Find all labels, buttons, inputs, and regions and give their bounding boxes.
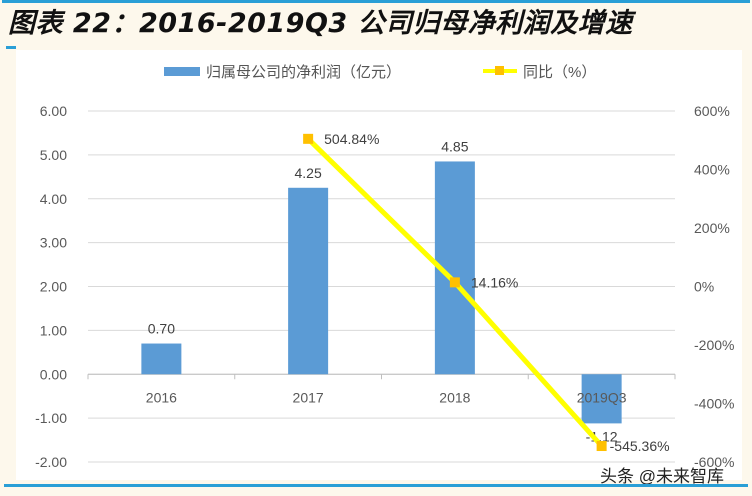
bar-2019Q3 [581, 374, 622, 424]
right-axis-tick: -400% [694, 396, 734, 412]
category-label: 2016 [146, 389, 177, 405]
left-axis-tick: 1.00 [40, 322, 67, 338]
category-label: 2017 [293, 389, 324, 405]
bar-2017 [288, 187, 329, 375]
yoy-marker [303, 133, 314, 144]
left-axis-tick: 3.00 [40, 235, 67, 251]
category-label: 2018 [439, 389, 470, 405]
legend-label-net-profit: 归属母公司的净利润（亿元） [206, 63, 402, 81]
right-axis-tick: 400% [694, 162, 730, 178]
right-axis-tick: -600% [694, 454, 734, 470]
yoy-value-label: 504.84% [324, 131, 379, 147]
legend-item-net-profit: 归属母公司的净利润（亿元） [164, 60, 401, 82]
bar-value-label: 4.25 [295, 165, 322, 181]
right-axis-tick: -200% [694, 337, 734, 353]
chart-legend: 归属母公司的净利润（亿元） 同比（%） [0, 60, 752, 82]
left-axis-tick: -1.00 [35, 410, 67, 426]
legend-bar-swatch [164, 66, 200, 76]
chart-title: 图表 22：2016-2019Q3 公司归母净利润及增速 [8, 8, 633, 39]
yoy-value-label: -545.36% [610, 438, 670, 454]
yoy-value-label: 14.16% [471, 274, 518, 290]
bottom-accent-line [4, 484, 748, 487]
left-axis-tick: 2.00 [40, 279, 67, 295]
legend-label-yoy: 同比（%） [523, 63, 597, 81]
left-axis-tick: 4.00 [40, 191, 67, 207]
left-axis-tick: 6.00 [40, 103, 67, 119]
left-axis-tick: -2.00 [35, 454, 67, 470]
right-axis-tick: 600% [694, 103, 730, 119]
bar-2016 [141, 343, 182, 375]
bar-value-label: 0.70 [148, 321, 175, 337]
legend-item-yoy: 同比（%） [483, 60, 596, 82]
yoy-marker [596, 441, 607, 452]
yoy-marker [449, 277, 460, 288]
left-axis-tick: 5.00 [40, 147, 67, 163]
category-label: 2019Q3 [577, 389, 627, 405]
bar-value-label: 4.85 [441, 138, 468, 154]
title-accent-mark [6, 46, 16, 49]
right-axis-tick: 200% [694, 220, 730, 236]
watermark: 头条 @未来智库 [600, 467, 724, 486]
right-axis-tick: 0% [694, 279, 714, 295]
top-accent-line [2, 0, 750, 3]
left-axis-tick: 0.00 [40, 366, 67, 382]
legend-line-swatch [483, 66, 517, 75]
